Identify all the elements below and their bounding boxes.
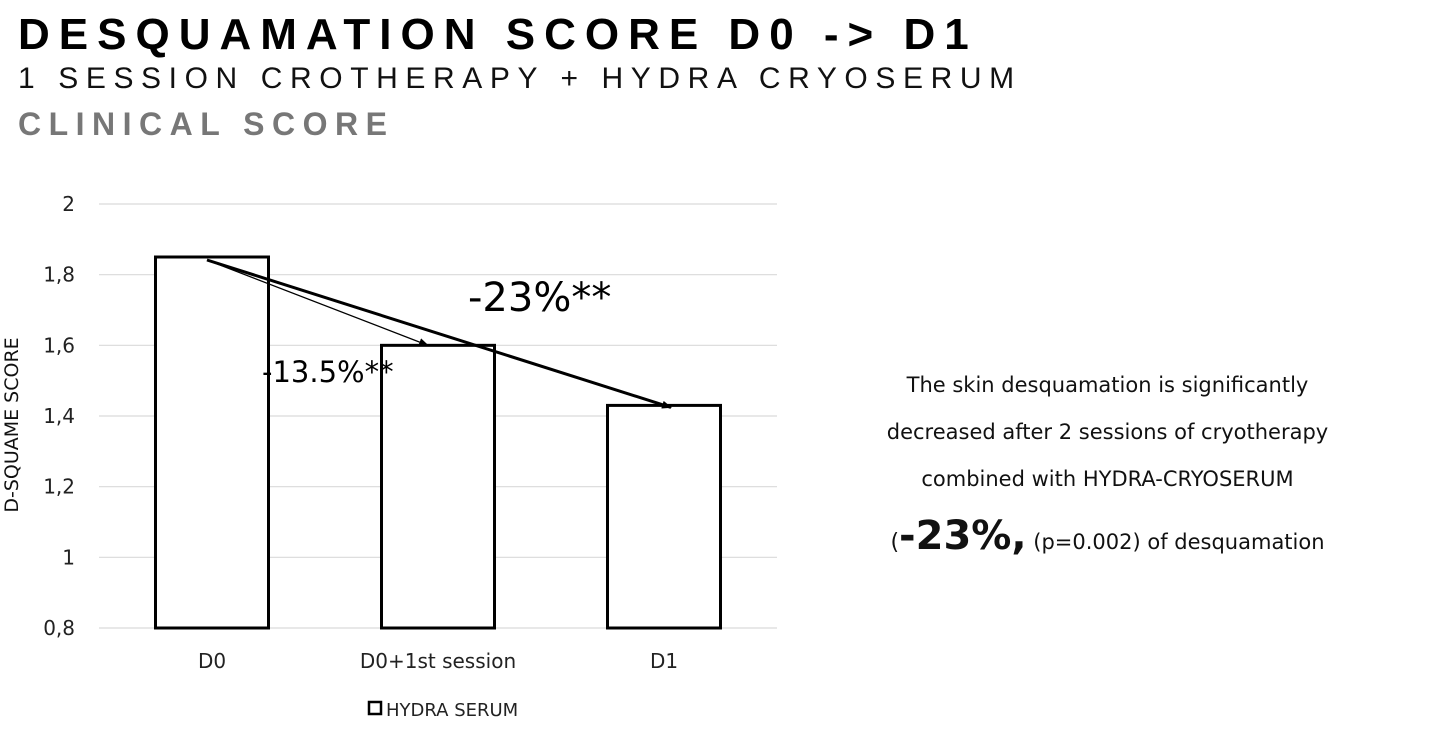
arrow-d0-to-d1 [206, 258, 672, 409]
legend-label: HYDRA SERUM [386, 700, 518, 721]
y-tick-label: 1 [62, 545, 75, 569]
y-tick-label: 2 [62, 192, 75, 216]
chart-legend: HYDRA SERUM [367, 700, 518, 721]
page-subtitle: 1 SESSION CROTHERAPY + HYDRA CRYOSERUM [18, 62, 1022, 95]
summary-result: (-23%, (p=0.002) of desquamation [840, 511, 1375, 568]
change-annotations: -23%** -13.5%** [262, 275, 611, 389]
summary-open-paren: ( [890, 530, 900, 555]
result-summary: The skin desquamation is significantly d… [840, 362, 1375, 568]
x-tick-label: D0 [198, 649, 226, 673]
x-tick-label: D0+1st session [360, 649, 516, 673]
bar [380, 343, 496, 630]
y-tick-label: 1,4 [43, 404, 75, 428]
legend-swatch [367, 700, 383, 716]
summary-line-1: The skin desquamation is significantly [906, 373, 1309, 397]
page-title: DESQUAMATION SCORE D0 -> D1 [18, 10, 978, 59]
section-heading: CLINICAL SCORE [18, 106, 395, 142]
y-axis-ticks: 0,8 1 1,2 1,4 1,6 1,8 2 [43, 192, 75, 640]
y-tick-label: 1,6 [43, 333, 75, 357]
y-tick-label: 1,2 [43, 475, 75, 499]
annotation-d0-to-d1: -23%** [468, 275, 611, 321]
summary-line-2: decreased after 2 sessions of cryotherap… [886, 420, 1329, 444]
y-axis-label: D-SQUAME SCORE [1, 337, 23, 512]
y-tick-label: 0,8 [43, 616, 75, 640]
x-axis-ticks: D0 D0+1st session D1 [198, 649, 678, 673]
change-arrows [206, 258, 672, 409]
summary-line-3: combined with HYDRA-CRYOSERUM [921, 467, 1294, 491]
y-tick-label: 1,8 [43, 263, 75, 287]
chart-bars [154, 255, 722, 630]
x-tick-label: D1 [650, 649, 678, 673]
bar [154, 255, 270, 630]
summary-detail: (p=0.002) of desquamation [1033, 530, 1325, 554]
bar [606, 403, 722, 630]
annotation-d0-to-d0-1st-session: -13.5%** [262, 355, 394, 389]
summary-highlight: -23%, [899, 513, 1027, 559]
arrow-d0-to-d0-1st-session [206, 259, 429, 346]
